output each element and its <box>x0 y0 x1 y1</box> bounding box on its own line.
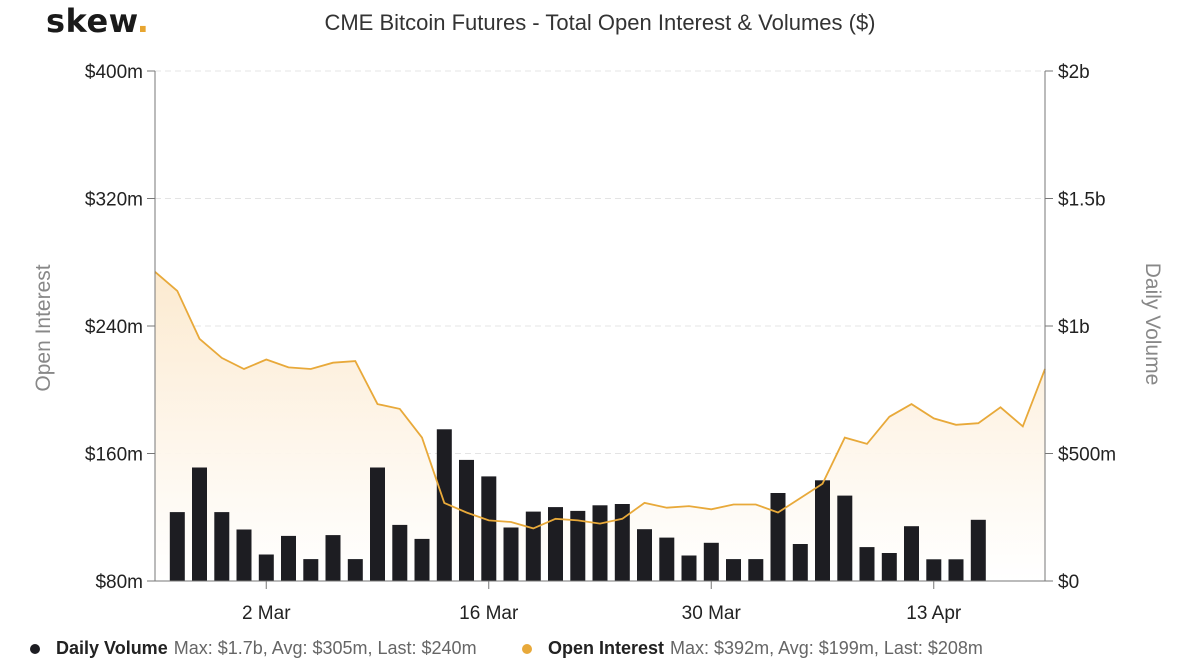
left-axis-tick-label: $240m <box>85 317 143 338</box>
right-axis-tick-label: $2b <box>1058 62 1090 83</box>
volume-bar <box>859 547 875 581</box>
volume-bar <box>436 429 452 581</box>
volume-bar <box>281 535 296 581</box>
volume-bar <box>503 527 519 581</box>
axis-layer: $80m $160m $240m $320m $400m $0 $500m $1b $1.5b $… <box>32 62 1164 624</box>
volume-bar <box>592 505 608 581</box>
legend-open-interest[interactable]: Open Interest Max: $392m, Avg: $199m, Las… <box>522 638 983 659</box>
volume-bar <box>414 538 430 581</box>
volume-bar <box>214 512 230 581</box>
volume-bar <box>815 480 830 581</box>
left-axis-tick-label: $160m <box>85 445 143 466</box>
chart-title: CME Bitcoin Futures - Total Open Interes… <box>324 10 876 35</box>
volume-legend-stats: Max: $1.7b, Avg: $305m, Last: $240m <box>173 638 477 658</box>
volume-bar <box>570 510 586 581</box>
open-interest-legend-stats: Max: $392m, Avg: $199m, Last: $208m <box>670 638 983 658</box>
volume-bar <box>325 535 341 581</box>
volume-bar <box>748 559 764 581</box>
volume-bar <box>637 529 652 581</box>
volume-bar <box>881 553 897 581</box>
volume-bar <box>681 555 697 581</box>
volume-bar <box>948 559 964 581</box>
volume-bar <box>770 493 786 581</box>
volume-bar-layer <box>169 429 986 582</box>
volume-bar <box>726 559 741 581</box>
volume-bar <box>659 537 675 581</box>
volume-bar <box>370 467 385 581</box>
volume-bar <box>192 467 207 581</box>
left-axis-tick-label: $320m <box>85 190 143 211</box>
volume-bar <box>970 519 986 581</box>
left-axis-tick-label: $400m <box>85 62 143 83</box>
volume-bar <box>525 511 541 581</box>
open-interest-line <box>154 271 1046 530</box>
volume-bar <box>347 559 363 581</box>
legend-volume[interactable]: Daily Volume Max: $1.7b, Avg: $305m, Last… <box>30 638 477 659</box>
volume-bar <box>303 559 319 581</box>
logo-dot: . <box>136 2 150 40</box>
right-axis-title: Daily Volume <box>1141 263 1164 386</box>
right-axis-tick-label: $500m <box>1058 445 1116 466</box>
open-interest-line-layer <box>154 271 1046 530</box>
logo-text: skew <box>46 2 137 40</box>
x-axis-tick-label: 2 Mar <box>242 603 291 624</box>
volume-bar <box>459 459 474 581</box>
left-axis-tick-label: $80m <box>95 572 143 593</box>
volume-legend-name: Daily Volume <box>56 638 168 658</box>
volume-bar <box>904 526 919 581</box>
x-axis-tick-label: 30 Mar <box>682 603 742 624</box>
volume-bar <box>703 542 719 582</box>
left-axis-title: Open Interest <box>32 264 55 391</box>
x-axis-tick-label: 16 Mar <box>459 603 519 624</box>
volume-bar <box>926 559 942 581</box>
volume-bar <box>392 524 408 581</box>
volume-bar <box>792 544 808 581</box>
volume-bar <box>481 476 497 581</box>
volume-bar <box>548 507 563 581</box>
volume-bar <box>614 504 630 581</box>
volume-bar <box>169 512 185 581</box>
volume-bar <box>837 495 853 581</box>
skew-logo: skew. <box>46 2 149 40</box>
volume-bar <box>258 554 274 581</box>
right-axis-tick-label: $1.5b <box>1058 190 1106 211</box>
volume-legend-bullet-icon <box>30 644 40 655</box>
right-axis-tick-label: $0 <box>1058 572 1079 593</box>
x-axis-tick-label: 13 Apr <box>906 603 962 624</box>
right-axis-tick-label: $1b <box>1058 317 1090 338</box>
open-interest-legend-bullet-icon <box>522 644 532 655</box>
volume-bar <box>236 529 252 581</box>
open-interest-legend-name: Open Interest <box>548 638 665 658</box>
